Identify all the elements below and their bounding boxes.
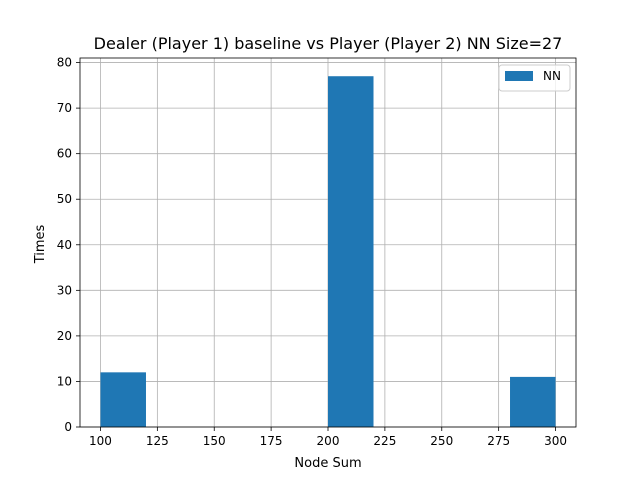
legend-swatch xyxy=(505,71,533,81)
y-tick-label: 80 xyxy=(57,56,72,70)
x-axis-label: Node Sum xyxy=(294,456,361,471)
bars-layer xyxy=(100,76,556,427)
histogram-bar xyxy=(328,76,374,427)
y-tick-label: 60 xyxy=(57,147,72,161)
x-tick-label: 100 xyxy=(89,434,112,448)
y-tick-label: 10 xyxy=(57,374,72,388)
y-tick-label: 0 xyxy=(64,420,72,434)
x-tick-label: 225 xyxy=(373,434,396,448)
x-tick-label: 125 xyxy=(146,434,169,448)
legend: NN xyxy=(498,64,571,92)
y-tick-label: 70 xyxy=(57,101,72,115)
x-tick-label: 275 xyxy=(487,434,510,448)
x-tick-label: 175 xyxy=(260,434,283,448)
x-tick-label: 300 xyxy=(544,434,567,448)
x-tick-label: 200 xyxy=(317,434,340,448)
x-tick-label: 250 xyxy=(430,434,453,448)
y-axis-label: Times xyxy=(33,224,48,264)
y-tick-label: 30 xyxy=(57,283,72,297)
y-tick-label: 20 xyxy=(57,329,72,343)
chart-title: Dealer (Player 1) baseline vs Player (Pl… xyxy=(94,34,563,53)
x-tick-label: 150 xyxy=(203,434,226,448)
y-tick-label: 50 xyxy=(57,192,72,206)
histogram-bar xyxy=(100,372,146,427)
ticks-layer: 100 125 150 175 200 225 250 275 300 0 10 20 30 40 50 60… xyxy=(57,56,567,448)
legend-label: NN xyxy=(543,69,561,83)
histogram-bar xyxy=(510,376,556,427)
y-tick-label: 40 xyxy=(57,238,72,252)
